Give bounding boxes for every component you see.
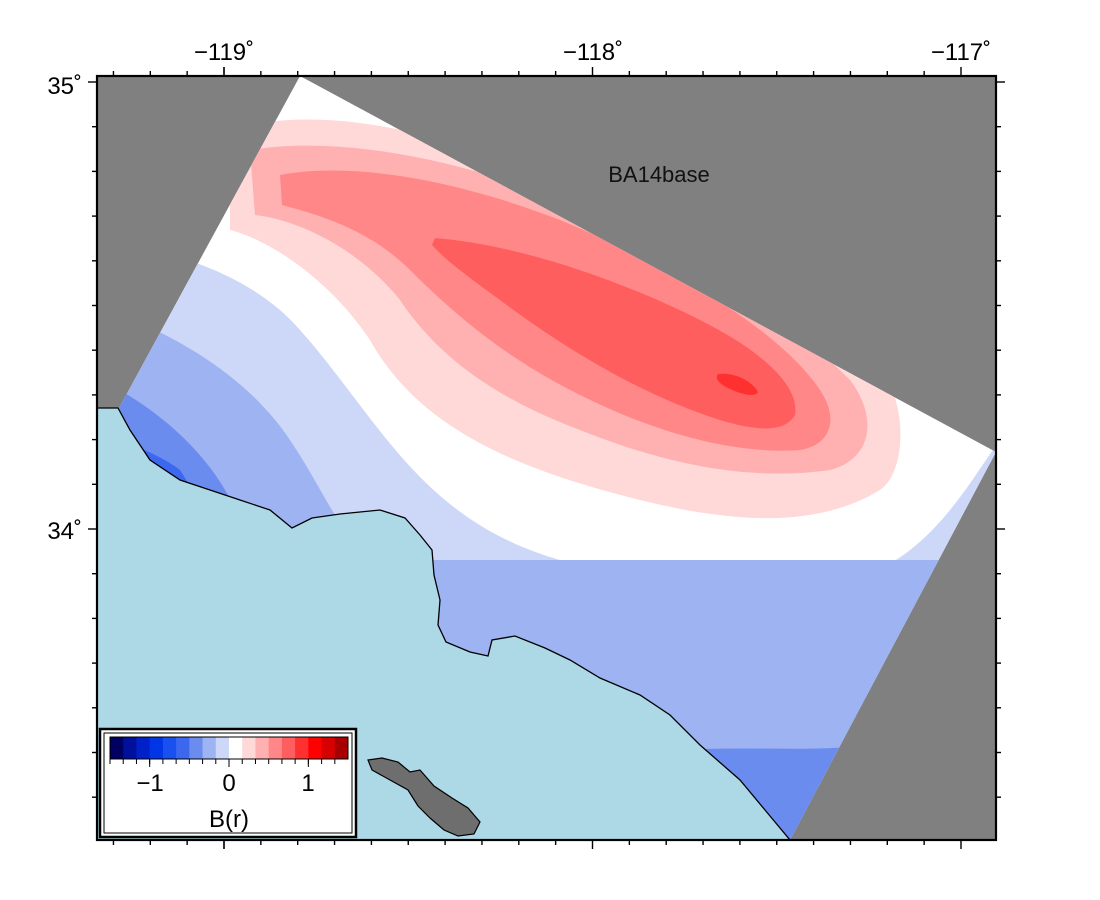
contour-band-pos-5 [716, 373, 758, 395]
axis-ticks [88, 67, 1005, 849]
colorbar-box-inner [103, 732, 353, 834]
colorbar-swatch [334, 737, 349, 759]
colorbar-swatch [202, 737, 217, 759]
colorbar-swatch [110, 737, 124, 759]
colorbar-tick-label-neg1: −1 [136, 770, 163, 797]
lon-tick-label-119: −119˚ [194, 39, 254, 66]
colorbar-swatches [110, 737, 349, 759]
map-title: BA14base [608, 162, 710, 187]
colorbar-tick-label-0: 0 [222, 770, 235, 797]
colorbar-swatch [268, 737, 283, 759]
lat-tick-label-35: 35˚ [47, 73, 82, 100]
colorbar-swatch [176, 737, 190, 759]
colorbar-swatch [123, 737, 137, 759]
colorbar-swatch [229, 737, 243, 759]
colorbar-legend: −1 0 1 B(r) [98, 727, 358, 839]
colorbar-swatch [215, 737, 230, 759]
lon-tick-label-118: −118˚ [563, 39, 623, 66]
colorbar-ticks [109, 759, 336, 767]
lon-tick-label-117: −117˚ [931, 39, 991, 66]
colorbar-swatch [149, 737, 164, 759]
colorbar-tick-label-1: 1 [301, 770, 314, 797]
colorbar-swatch [295, 737, 309, 759]
colorbar-swatch [255, 737, 270, 759]
island-catalina [367, 757, 481, 837]
colorbar-swatch [242, 737, 256, 759]
colorbar-swatch [308, 737, 323, 759]
contour-band-pos-4 [432, 238, 796, 429]
colorbar-swatch [136, 737, 151, 759]
colorbar-label: B(r) [209, 806, 249, 833]
colorbar-swatch [162, 737, 177, 759]
colorbar-swatch [321, 737, 336, 759]
colorbar-swatch [281, 737, 296, 759]
map-frame [95, 74, 998, 842]
lat-tick-label-34: 34˚ [47, 518, 82, 545]
colorbar-swatch [189, 737, 204, 759]
